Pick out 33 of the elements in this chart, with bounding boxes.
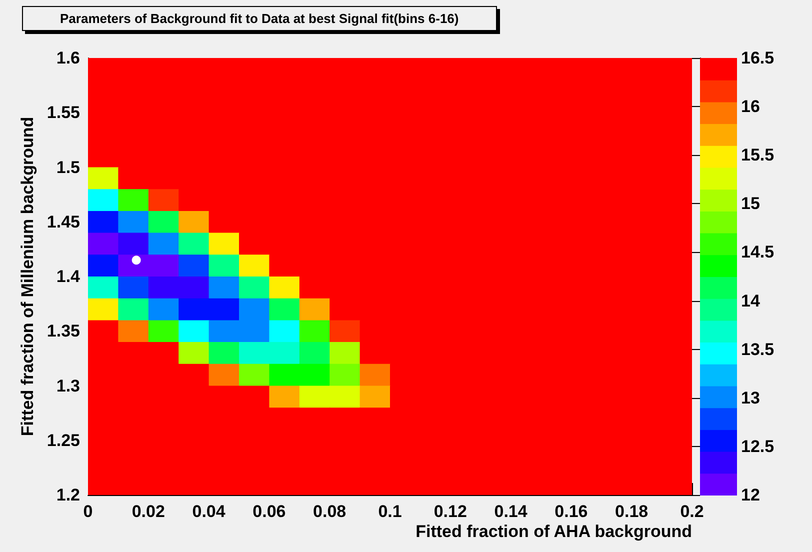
y-axis-title: Fitted fraction of Millenium background [18, 116, 38, 436]
color-bar-label: 13.5 [741, 340, 774, 359]
x-tick-label: 0.18 [615, 502, 648, 521]
color-bar-label: 13 [741, 388, 760, 408]
color-bar-label: 14 [741, 291, 760, 310]
x-tick-label: 0.06 [252, 502, 286, 521]
chart-title: Parameters of Background fit to Data at best Signal fit(bins 6-16) [60, 11, 459, 26]
y-tick-label: 1.3 [56, 376, 80, 396]
x-tick-label: 0.08 [313, 502, 346, 521]
x-tick-label: 0.12 [434, 502, 467, 521]
x-tick-label: 0 [83, 502, 93, 521]
y-tick-label: 1.2 [56, 486, 80, 504]
y-tick-label: 1.55 [46, 103, 80, 122]
x-tick-label: 0.2 [680, 502, 704, 521]
y-tick-label: 1.6 [56, 48, 80, 68]
x-tick-label: 0.16 [554, 502, 588, 521]
x-tick-label: 0.1 [378, 502, 402, 521]
color-bar-label: 14.5 [741, 242, 774, 262]
x-tick-label: 0.02 [132, 502, 165, 521]
color-bar-label: 15 [741, 194, 760, 214]
y-tick-label: 1.25 [46, 430, 80, 450]
color-bar-label: 15.5 [741, 146, 774, 165]
x-tick-label: 0.04 [192, 502, 226, 521]
color-bar-label: 12 [741, 486, 760, 504]
y-tick-label: 1.4 [56, 267, 81, 286]
y-tick-label: 1.45 [46, 212, 80, 232]
y-tick-label: 1.5 [56, 158, 80, 177]
color-bar-label: 16.5 [741, 48, 774, 68]
color-bar-label: 16 [741, 97, 760, 116]
y-tick-label: 1.35 [46, 322, 80, 341]
x-axis-title: Fitted fraction of AHA background [416, 522, 692, 541]
x-tick-label: 0.14 [494, 502, 528, 521]
color-bar-label: 12.5 [741, 436, 774, 456]
